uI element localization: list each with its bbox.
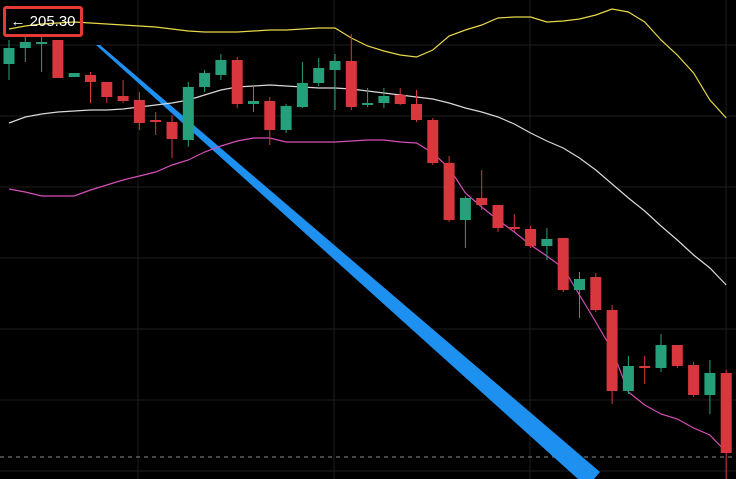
- band-line: [8, 84, 727, 286]
- candle-body: [68, 73, 80, 77]
- band-line: [8, 137, 727, 453]
- candle-body: [688, 365, 700, 395]
- candle-body: [117, 96, 129, 101]
- candle-body: [394, 95, 406, 104]
- candle-body: [378, 96, 390, 103]
- candle-body: [574, 279, 585, 290]
- candle-body: [36, 42, 48, 44]
- candle-body: [313, 68, 325, 83]
- candle-body: [541, 239, 553, 246]
- candle-body: [101, 82, 113, 97]
- candle-body: [671, 345, 683, 366]
- candle-body: [622, 366, 634, 391]
- candle-body: [362, 103, 374, 105]
- candle-body: [3, 48, 15, 64]
- candle-body: [606, 310, 618, 391]
- candle-body: [411, 104, 422, 120]
- candle-body: [19, 42, 31, 48]
- candle-body: [52, 40, 64, 78]
- band-line: [8, 8, 727, 119]
- candle-body: [508, 227, 520, 229]
- candle-body: [492, 205, 504, 228]
- candle-body: [248, 101, 259, 104]
- candle-body: [85, 75, 96, 82]
- candle-body: [199, 73, 211, 87]
- candle-body: [296, 83, 308, 107]
- trend-line: [96, 45, 600, 479]
- candle-body: [704, 373, 716, 395]
- candle-body: [557, 238, 569, 290]
- candle-body: [476, 198, 488, 205]
- candle-body: [215, 60, 227, 75]
- candle-body: [280, 106, 292, 130]
- candles: [3, 34, 732, 479]
- candle-body: [459, 198, 471, 220]
- candle-body: [720, 373, 732, 453]
- candle-body: [166, 122, 178, 139]
- candle-body: [590, 277, 602, 310]
- candle-body: [133, 100, 145, 123]
- candle-body: [443, 163, 455, 220]
- candle-body: [639, 366, 651, 368]
- price-label: ← 205.30: [3, 6, 83, 37]
- candle-body: [264, 101, 276, 130]
- candle-body: [231, 60, 243, 104]
- candle-body: [427, 120, 439, 163]
- candle-body: [655, 345, 667, 368]
- candle-body: [182, 87, 194, 140]
- candle-body: [329, 61, 341, 70]
- bands: [8, 8, 727, 453]
- candle-body: [345, 61, 357, 107]
- candle-body: [150, 120, 162, 122]
- candle-body: [525, 229, 537, 246]
